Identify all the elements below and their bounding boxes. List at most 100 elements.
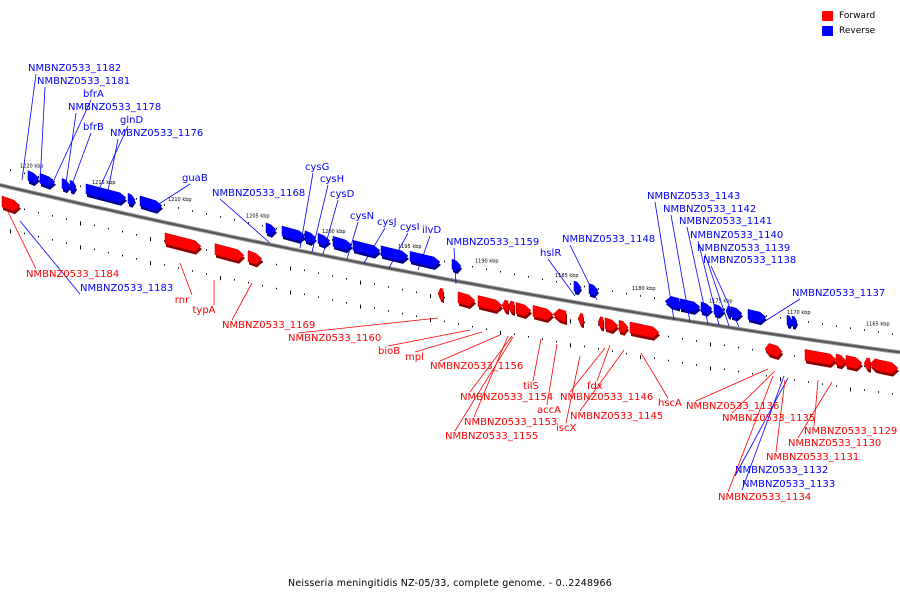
forward-gene-arrow[interactable] bbox=[772, 344, 783, 358]
forward-gene-label[interactable]: NMBNZ0533_1169 bbox=[222, 320, 315, 331]
forward-gene-arrow[interactable] bbox=[507, 300, 515, 314]
reverse-gene-label[interactable]: NMBNZ0533_1141 bbox=[679, 216, 772, 227]
forward-gene-label[interactable]: accA bbox=[537, 405, 561, 416]
forward-gene-label[interactable]: NMBNZ0533_1146 bbox=[560, 392, 653, 403]
reverse-gene-label[interactable]: NMBNZ0533_1132 bbox=[735, 465, 828, 476]
reverse-gene-arrow[interactable] bbox=[332, 235, 353, 251]
reverse-gene-label[interactable]: NMBNZ0533_1139 bbox=[697, 243, 790, 254]
reverse-gene-arrow[interactable] bbox=[352, 239, 381, 256]
reverse-gene-label[interactable]: cysD bbox=[330, 189, 355, 200]
reverse-gene-label[interactable]: NMBNZ0533_1176 bbox=[110, 128, 203, 139]
forward-gene-label[interactable]: NMBNZ0533_1134 bbox=[718, 492, 811, 503]
forward-gene-arrow[interactable] bbox=[845, 354, 863, 369]
reverse-gene-label[interactable]: NMBNZ0533_1148 bbox=[562, 234, 655, 245]
reverse-gene-label[interactable]: ilvD bbox=[422, 225, 441, 236]
reverse-gene-label[interactable]: NMBNZ0533_1178 bbox=[68, 102, 161, 113]
forward-gene-label[interactable]: NMBNZ0533_1136 bbox=[686, 401, 779, 412]
reverse-gene-label[interactable]: NMBNZ0533_1159 bbox=[446, 237, 539, 248]
reverse-gene-label[interactable]: guaB bbox=[182, 173, 208, 184]
reverse-gene-label[interactable]: cysN bbox=[350, 211, 374, 222]
forward-gene-label[interactable]: tilS bbox=[523, 381, 539, 392]
reverse-gene-arrow[interactable] bbox=[588, 283, 599, 296]
forward-gene-label[interactable]: bioB bbox=[378, 346, 400, 357]
forward-gene-arrow[interactable] bbox=[501, 299, 509, 313]
reverse-gene-label[interactable]: cysG bbox=[305, 162, 329, 173]
reverse-gene-arrow[interactable] bbox=[451, 258, 462, 272]
reverse-gene-arrow[interactable] bbox=[85, 183, 127, 204]
forward-gene-label[interactable]: rnr bbox=[175, 295, 190, 306]
reverse-gene-arrow[interactable] bbox=[713, 303, 725, 316]
forward-gene-arrow[interactable] bbox=[214, 243, 245, 261]
reverse-gene-arrow[interactable] bbox=[791, 315, 798, 327]
reverse-gene-label[interactable]: hslR bbox=[540, 248, 561, 259]
forward-gene-label[interactable]: hscA bbox=[658, 398, 682, 409]
forward-gene-arrow[interactable] bbox=[804, 349, 837, 366]
forward-gene-label[interactable]: NMBNZ0533_1154 bbox=[460, 392, 553, 403]
reverse-gene-arrow[interactable] bbox=[27, 170, 40, 184]
reverse-gene-label[interactable]: NMBNZ0533_1168 bbox=[212, 188, 305, 199]
reverse-gene-arrow[interactable] bbox=[573, 280, 582, 293]
reverse-gene-arrow[interactable] bbox=[747, 308, 767, 323]
forward-gene-label[interactable]: NMBNZ0533_1160 bbox=[288, 333, 381, 344]
forward-gene-arrow[interactable] bbox=[863, 357, 871, 371]
reverse-gene-label[interactable]: cysI bbox=[400, 222, 420, 233]
reverse-gene-label[interactable]: bfrB bbox=[83, 122, 104, 133]
forward-gene-arrow[interactable] bbox=[437, 287, 444, 301]
forward-gene-label[interactable]: NMBNZ0533_1184 bbox=[26, 269, 119, 280]
reverse-gene-arrow[interactable] bbox=[786, 314, 793, 327]
reverse-gene-label[interactable]: bfrA bbox=[83, 89, 104, 100]
forward-gene-arrow[interactable] bbox=[604, 317, 619, 332]
forward-gene-arrow[interactable] bbox=[764, 343, 774, 356]
forward-gene-arrow[interactable] bbox=[1, 195, 21, 212]
reverse-gene-label[interactable]: cysJ bbox=[377, 217, 397, 228]
forward-gene-arrow[interactable] bbox=[835, 353, 847, 367]
forward-gene-label[interactable]: NMBNZ0533_1130 bbox=[788, 438, 881, 449]
forward-gene-label[interactable]: mpl bbox=[405, 352, 424, 363]
reverse-gene-label[interactable]: cysH bbox=[320, 174, 344, 185]
forward-gene-arrow[interactable] bbox=[629, 321, 660, 339]
reverse-gene-label[interactable]: NMBNZ0533_1142 bbox=[663, 204, 756, 215]
reverse-gene-label[interactable]: NMBNZ0533_1138 bbox=[703, 255, 796, 266]
reverse-gene-label[interactable]: glnD bbox=[120, 115, 143, 126]
reverse-gene-label[interactable]: NMBNZ0533_1137 bbox=[792, 288, 885, 299]
reverse-gene-arrow[interactable] bbox=[679, 298, 701, 313]
reverse-gene-label[interactable]: NMBNZ0533_1183 bbox=[80, 283, 173, 294]
forward-gene-label[interactable]: NMBNZ0533_1131 bbox=[766, 452, 859, 463]
forward-gene-arrow[interactable] bbox=[597, 316, 604, 329]
reverse-label-leader bbox=[686, 226, 709, 325]
forward-gene-arrow[interactable] bbox=[532, 305, 554, 321]
reverse-gene-arrow[interactable] bbox=[725, 305, 731, 317]
reverse-gene-arrow[interactable] bbox=[265, 222, 277, 236]
reverse-gene-arrow[interactable] bbox=[409, 250, 441, 268]
reverse-gene-arrow[interactable] bbox=[139, 195, 163, 211]
reverse-gene-arrow[interactable] bbox=[304, 230, 317, 244]
reverse-gene-arrow[interactable] bbox=[127, 192, 136, 206]
forward-gene-arrow[interactable] bbox=[457, 291, 476, 307]
reverse-gene-label[interactable]: NMBNZ0533_1182 bbox=[28, 63, 121, 74]
forward-gene-label[interactable]: NMBNZ0533_1129 bbox=[804, 426, 897, 437]
forward-gene-arrow[interactable] bbox=[247, 250, 263, 265]
forward-gene-arrow[interactable] bbox=[879, 359, 899, 374]
forward-gene-arrow[interactable] bbox=[515, 302, 532, 317]
forward-gene-arrow[interactable] bbox=[869, 358, 881, 372]
forward-gene-label[interactable]: fdx bbox=[587, 381, 603, 392]
reverse-gene-arrow[interactable] bbox=[317, 232, 331, 246]
reverse-gene-label[interactable]: NMBNZ0533_1133 bbox=[742, 479, 835, 490]
reverse-gene-label[interactable]: NMBNZ0533_1143 bbox=[647, 191, 740, 202]
forward-gene-arrow[interactable] bbox=[477, 295, 503, 312]
forward-gene-label[interactable]: NMBNZ0533_1145 bbox=[570, 411, 663, 422]
forward-gene-label[interactable]: iscX bbox=[556, 423, 576, 434]
forward-gene-label[interactable]: typA bbox=[192, 305, 215, 316]
forward-gene-label[interactable]: NMBNZ0533_1155 bbox=[445, 431, 538, 442]
reverse-gene-arrow[interactable] bbox=[69, 179, 77, 192]
reverse-gene-label[interactable]: NMBNZ0533_1181 bbox=[37, 76, 130, 87]
forward-gene-label[interactable]: NMBNZ0533_1135 bbox=[722, 413, 815, 424]
reverse-gene-label[interactable]: NMBNZ0533_1140 bbox=[690, 230, 783, 241]
forward-gene-arrow[interactable] bbox=[577, 312, 584, 326]
forward-gene-arrow[interactable] bbox=[618, 319, 629, 333]
forward-gene-label[interactable]: NMBNZ0533_1156 bbox=[430, 361, 523, 372]
forward-gene-arrow[interactable] bbox=[164, 232, 202, 252]
forward-gene-label[interactable]: NMBNZ0533_1153 bbox=[464, 417, 557, 428]
forward-gene-arrow[interactable] bbox=[552, 308, 567, 323]
reverse-gene-arrow[interactable] bbox=[664, 296, 680, 309]
